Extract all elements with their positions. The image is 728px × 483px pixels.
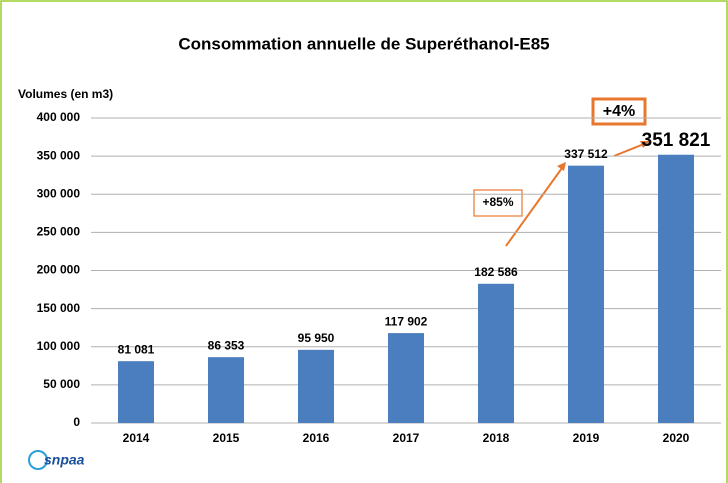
annotation-text: +85%	[482, 195, 513, 209]
y-tick-label: 200 000	[37, 263, 81, 277]
chart-title: Consommation annuelle de Superéthanol-E8…	[178, 34, 549, 53]
bar	[208, 357, 244, 423]
arrow-head	[557, 162, 566, 171]
bar	[658, 154, 694, 423]
y-tick-label: 400 000	[37, 110, 81, 124]
logo-text: snpaa	[44, 452, 85, 468]
arrow	[505, 167, 563, 247]
x-tick-label: 2017	[393, 431, 420, 445]
y-tick-label: 50 000	[43, 377, 80, 391]
logo: snpaa	[28, 450, 85, 470]
bar	[118, 361, 154, 423]
x-tick-label: 2018	[483, 431, 510, 445]
bar	[568, 165, 604, 423]
value-label: 86 353	[208, 338, 245, 352]
annotation-text: +4%	[603, 103, 635, 120]
y-tick-label: 350 000	[37, 148, 81, 162]
y-tick-label: 100 000	[37, 339, 81, 353]
annotation-box	[591, 97, 647, 126]
y-axis-label: Volumes (en m3)	[18, 87, 113, 101]
value-label: 337 512	[564, 147, 608, 161]
x-tick-label: 2020	[663, 431, 690, 445]
bar	[388, 333, 424, 423]
value-label: 95 950	[298, 331, 335, 345]
x-tick-label: 2014	[123, 431, 150, 445]
y-tick-label: 250 000	[37, 225, 81, 239]
value-label: 351 821	[642, 130, 711, 151]
x-tick-label: 2019	[573, 431, 600, 445]
value-label: 117 902	[385, 314, 428, 328]
y-tick-label: 300 000	[37, 186, 81, 200]
x-tick-label: 2015	[213, 431, 240, 445]
annotation-85: +85%	[473, 162, 566, 247]
y-tick-label: 150 000	[37, 301, 81, 315]
bar	[298, 349, 334, 423]
annotation-4: +4%	[591, 97, 650, 157]
arrow-head	[640, 141, 650, 148]
bar	[478, 283, 514, 423]
logo-icon	[28, 450, 48, 470]
y-tick-label: 0	[73, 415, 80, 429]
arrow	[613, 143, 645, 157]
value-label: 81 081	[118, 342, 155, 356]
value-label: 182 586	[474, 265, 518, 279]
x-tick-label: 2016	[303, 431, 330, 445]
